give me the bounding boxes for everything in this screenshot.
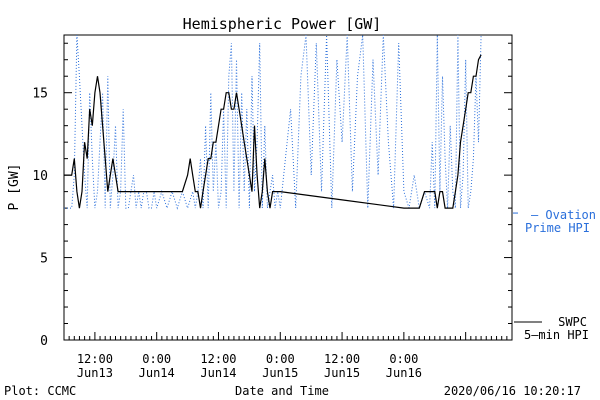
legend-ovation-line1: – Ovation (531, 208, 596, 222)
footer-credit: Plot: CCMC (4, 384, 76, 398)
x-tick-time: 12:00 (77, 352, 113, 366)
legend-swpc-line1: SWPC (558, 315, 587, 329)
x-axis-label: Date and Time (235, 384, 329, 398)
x-tick-time: 12:00 (200, 352, 236, 366)
x-tick-date: Jun13 (77, 366, 113, 380)
legend-ovation-line2: Prime HPI (525, 221, 590, 235)
chart-title: Hemispheric Power [GW] (183, 15, 382, 33)
legend-swpc-line2: 5–min HPI (524, 328, 589, 342)
x-tick-date: Jun16 (386, 366, 422, 380)
plot-frame (63, 34, 513, 341)
series-line-swpc-hpi (64, 54, 482, 209)
x-tick-date: Jun14 (139, 366, 175, 380)
y-tick-label: 10 (32, 169, 48, 184)
footer-timestamp: 2020/06/16 10:20:17 (444, 384, 581, 398)
legend: – Ovation Prime HPI SWPC 5–min HPI (513, 208, 596, 342)
x-tick-date: Jun15 (324, 366, 360, 380)
y-tick-label: 0 (40, 334, 48, 349)
y-axis: 0 5 10 15 (32, 42, 512, 349)
series-layer (64, 34, 482, 210)
x-tick-date: Jun14 (200, 366, 236, 380)
plot-area (63, 34, 513, 341)
x-tick-time: 0:00 (266, 352, 295, 366)
x-tick-time: 0:00 (389, 352, 418, 366)
y-tick-label: 5 (40, 252, 48, 267)
series-line-ovation-prime-hpi (64, 34, 482, 210)
y-tick-label: 15 (32, 87, 48, 102)
y-axis-label: P [GW] (7, 164, 22, 211)
x-tick-date: Jun15 (262, 366, 298, 380)
x-tick-time: 12:00 (324, 352, 360, 366)
x-axis: 12:00Jun130:00Jun1412:00Jun140:00Jun1512… (68, 332, 508, 380)
x-tick-time: 0:00 (142, 352, 171, 366)
